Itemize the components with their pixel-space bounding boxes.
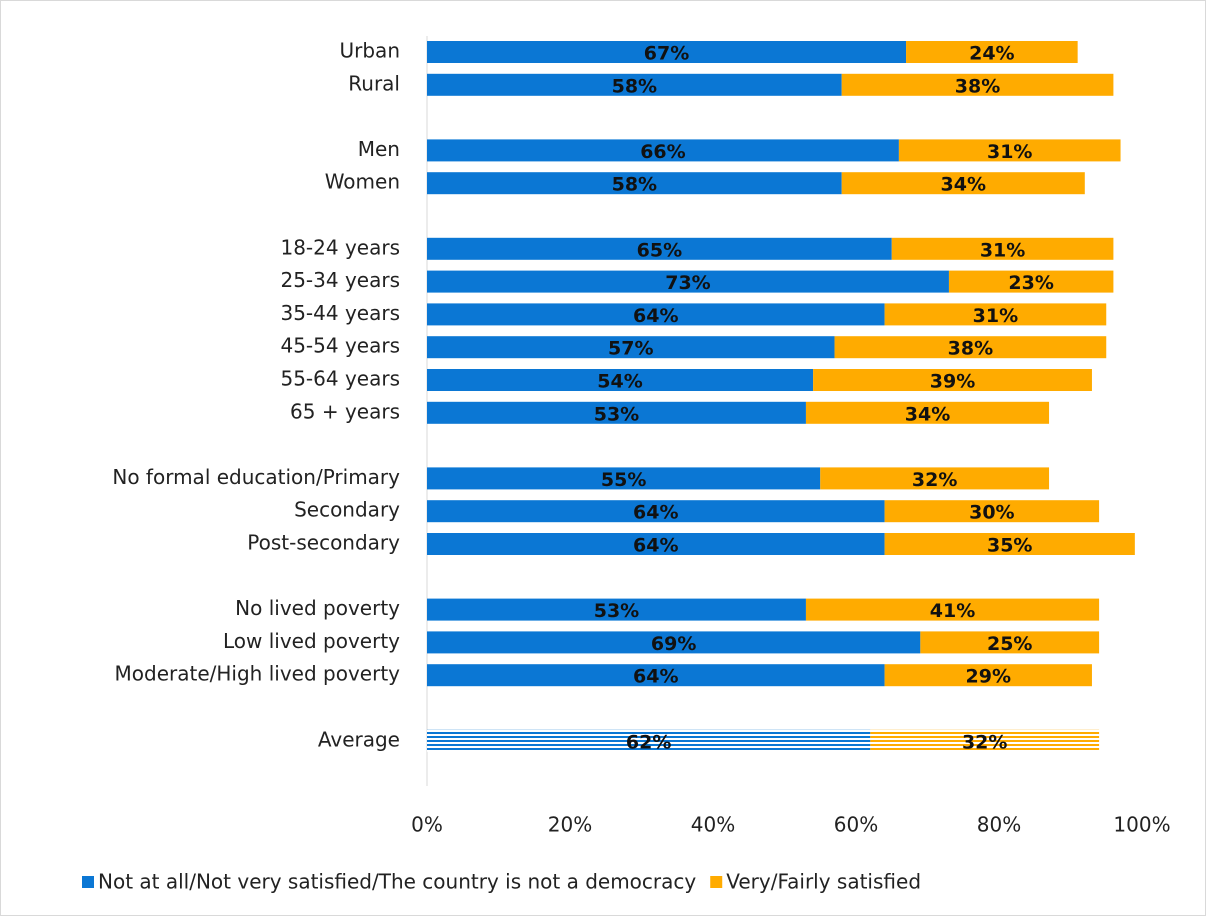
bar-segment bbox=[813, 369, 1092, 391]
bar-segment bbox=[427, 598, 806, 621]
category-label: 45-54 years bbox=[280, 334, 400, 358]
value-label: 64% bbox=[633, 305, 678, 327]
value-label: 41% bbox=[930, 600, 975, 622]
bar-segment bbox=[884, 664, 1092, 687]
bar-segment bbox=[427, 139, 899, 162]
bar-segment bbox=[427, 533, 885, 555]
category-label: Post-secondary bbox=[247, 531, 400, 555]
value-label: 39% bbox=[930, 371, 975, 393]
value-label: 62% bbox=[626, 731, 671, 753]
value-label: 23% bbox=[1008, 272, 1053, 294]
bar-segment bbox=[920, 631, 1100, 654]
value-label: 31% bbox=[973, 305, 1018, 327]
bar-segment bbox=[427, 467, 821, 490]
bar-segment bbox=[884, 303, 1107, 326]
value-label: 24% bbox=[969, 43, 1014, 65]
value-label: 55% bbox=[601, 469, 646, 491]
x-tick-label: 60% bbox=[834, 813, 878, 837]
bar-segment bbox=[427, 172, 842, 195]
category-label: Low lived poverty bbox=[223, 629, 400, 653]
legend-swatch bbox=[710, 876, 723, 888]
value-label: 69% bbox=[651, 633, 696, 655]
value-label: 67% bbox=[644, 43, 689, 65]
bar-segment bbox=[891, 237, 1114, 260]
value-label: 66% bbox=[640, 141, 685, 163]
bar-segment bbox=[805, 598, 1100, 621]
legend-label: Very/Fairly satisfied bbox=[726, 870, 921, 894]
value-label: 32% bbox=[912, 469, 957, 491]
category-label: 65 + years bbox=[290, 399, 400, 423]
bar-segment bbox=[427, 664, 885, 687]
category-label: Rural bbox=[348, 71, 400, 95]
bar-segment bbox=[870, 729, 1100, 752]
value-label: 34% bbox=[941, 174, 986, 196]
category-label: Women bbox=[325, 170, 400, 194]
category-label: Men bbox=[358, 137, 400, 161]
bar-segment bbox=[805, 401, 1050, 424]
x-tick-label: 0% bbox=[411, 813, 443, 837]
category-label: 55-64 years bbox=[280, 367, 400, 391]
x-tick-label: 40% bbox=[691, 813, 735, 837]
value-label: 58% bbox=[612, 174, 657, 196]
value-label: 54% bbox=[597, 371, 642, 393]
bar-segment bbox=[841, 73, 1114, 96]
value-label: 64% bbox=[633, 535, 678, 557]
category-label: Secondary bbox=[294, 498, 400, 522]
value-label: 58% bbox=[612, 75, 657, 97]
bar-segment bbox=[884, 500, 1100, 523]
bar-segment bbox=[820, 467, 1050, 490]
bar-segment bbox=[884, 533, 1135, 555]
value-label: 30% bbox=[969, 502, 1014, 524]
bar-segment bbox=[427, 369, 814, 391]
bar-segment bbox=[898, 139, 1121, 162]
bar-segment bbox=[906, 41, 1078, 63]
value-label: 25% bbox=[987, 633, 1032, 655]
x-tick-label: 100% bbox=[1113, 813, 1170, 837]
category-label: 25-34 years bbox=[280, 268, 400, 292]
bar-segment bbox=[427, 41, 907, 63]
x-tick-label: 80% bbox=[977, 813, 1021, 837]
value-label: 65% bbox=[637, 239, 682, 261]
category-label: Moderate/High lived poverty bbox=[115, 662, 401, 686]
category-label: 35-44 years bbox=[280, 301, 400, 325]
bar-segment bbox=[427, 270, 949, 293]
bar-segment bbox=[427, 237, 892, 260]
category-label: No formal education/Primary bbox=[112, 465, 400, 489]
category-label: Urban bbox=[340, 39, 401, 63]
value-label: 53% bbox=[594, 600, 639, 622]
x-tick-label: 20% bbox=[548, 813, 592, 837]
category-label: Average bbox=[318, 727, 400, 751]
bar-segment bbox=[427, 73, 842, 96]
value-label: 53% bbox=[594, 403, 639, 425]
bar-segment bbox=[948, 270, 1114, 293]
value-label: 73% bbox=[665, 272, 710, 294]
category-label: No lived poverty bbox=[235, 596, 400, 620]
legend-label: Not at all/Not very satisfied/The countr… bbox=[98, 870, 696, 894]
value-label: 32% bbox=[962, 731, 1007, 753]
bar-segment bbox=[427, 303, 885, 326]
value-label: 38% bbox=[948, 338, 993, 360]
value-label: 35% bbox=[987, 535, 1032, 557]
value-label: 34% bbox=[905, 403, 950, 425]
value-label: 64% bbox=[633, 666, 678, 688]
bar-segment bbox=[427, 631, 921, 654]
bar-segment bbox=[427, 401, 806, 424]
legend-swatch bbox=[82, 876, 94, 888]
bar-segment bbox=[427, 729, 871, 752]
bar-segment bbox=[427, 500, 885, 523]
value-label: 31% bbox=[980, 239, 1025, 261]
value-label: 57% bbox=[608, 338, 653, 360]
value-label: 31% bbox=[987, 141, 1032, 163]
value-label: 38% bbox=[955, 75, 1000, 97]
category-label: 18-24 years bbox=[280, 235, 400, 259]
bar-segment bbox=[841, 172, 1085, 195]
value-label: 29% bbox=[966, 666, 1011, 688]
bar-segment bbox=[427, 336, 835, 359]
value-label: 64% bbox=[633, 502, 678, 524]
bar-segment bbox=[834, 336, 1107, 359]
